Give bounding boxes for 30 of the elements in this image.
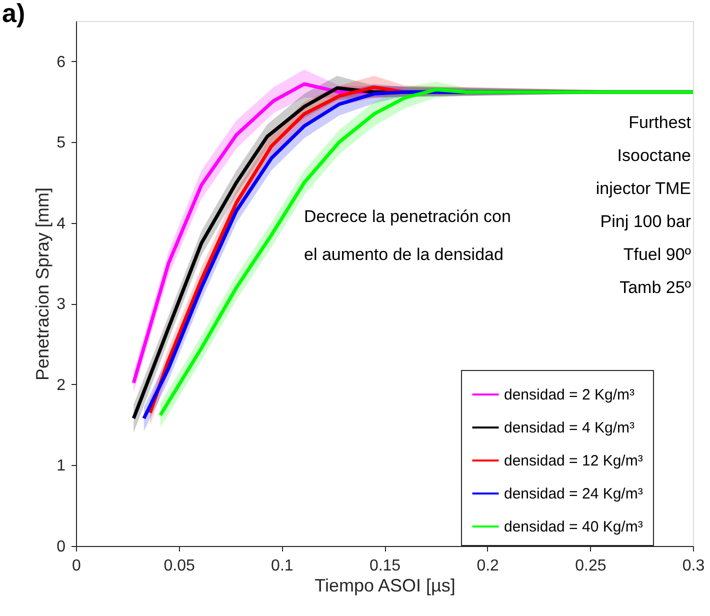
x-axis-title: Tiempo ASOI [µs] <box>314 576 456 596</box>
annotation: Tamb 25º <box>620 278 691 297</box>
x-tick-label: 0.1 <box>271 558 294 574</box>
annotation: Isooctane <box>617 146 691 165</box>
legend-label: densidad = 40 Kg/m³ <box>504 518 643 536</box>
annotation: el aumento de la densidad <box>304 245 504 264</box>
legend-label: densidad = 24 Kg/m³ <box>504 486 643 502</box>
x-tick-label: 0.05 <box>164 558 196 574</box>
x-tick-label: 0.2 <box>476 558 500 574</box>
y-tick-label: 3 <box>56 296 66 314</box>
annotation: injector TME <box>596 179 691 198</box>
annotation: Furthest <box>628 113 692 132</box>
legend-label: densidad = 2 Kg/m³ <box>504 386 634 404</box>
y-tick-label: 2 <box>56 376 66 394</box>
y-tick-label: 0 <box>56 538 66 556</box>
x-tick-label: 0.15 <box>369 558 401 574</box>
x-tick-label: 0.25 <box>575 558 606 574</box>
annotation: Pinj 100 bar <box>600 212 692 231</box>
annotation: Decrece la penetración con <box>304 207 511 226</box>
legend-label: densidad = 4 Kg/m³ <box>504 420 634 436</box>
y-tick-label: 6 <box>56 54 66 71</box>
y-axis-title: Penetracion Spray [mm] <box>32 187 53 381</box>
y-tick-label: 4 <box>56 215 66 232</box>
annotation: Tfuel 90º <box>623 245 691 264</box>
x-tick-label: 0.3 <box>682 558 705 574</box>
y-tick-label: 5 <box>56 134 66 152</box>
y-tick-label: 1 <box>56 458 66 475</box>
chart-title: a) <box>2 0 26 28</box>
x-tick-label: 0 <box>72 558 82 574</box>
legend-label: densidad = 12 Kg/m³ <box>504 452 643 470</box>
